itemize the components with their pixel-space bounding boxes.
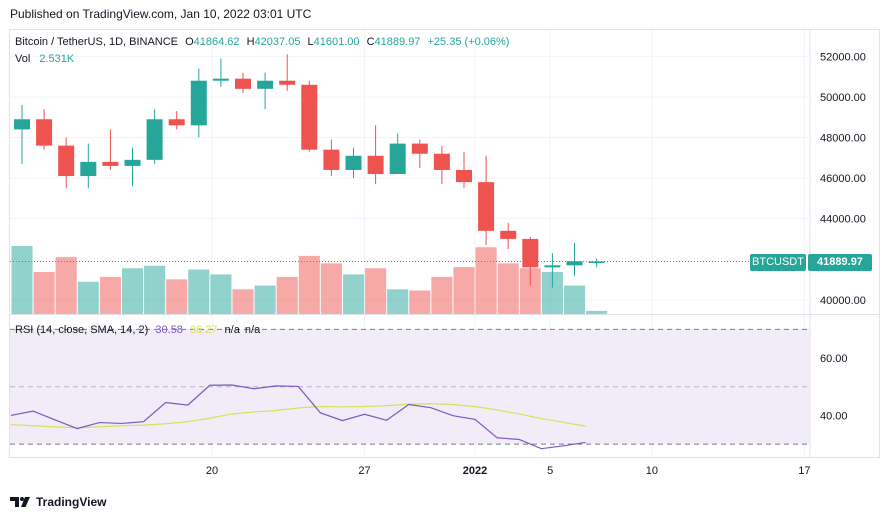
volume-label[interactable]: Vol	[15, 53, 31, 65]
candle-body[interactable]	[323, 149, 340, 170]
volume-bar[interactable]	[232, 289, 254, 314]
candle-body[interactable]	[478, 182, 495, 231]
candle-body[interactable]	[235, 78, 251, 89]
candle-body[interactable]	[588, 261, 605, 263]
candle-body[interactable]	[522, 238, 539, 268]
time-tick-label: 10	[646, 465, 658, 477]
published-header: Published on TradingView.com, Jan 10, 20…	[10, 7, 312, 21]
tradingview-logo[interactable]: TradingView	[10, 495, 106, 509]
volume-bar[interactable]	[210, 274, 232, 314]
volume-bar[interactable]	[77, 281, 99, 314]
last-price-badge: 41889.97	[808, 254, 872, 271]
volume-bar[interactable]	[453, 267, 475, 314]
rsi-tick-label: 40.00	[820, 410, 848, 422]
volume-bar[interactable]	[541, 271, 563, 314]
volume-bar[interactable]	[409, 290, 431, 314]
candle-body[interactable]	[80, 161, 97, 177]
price-tick-label: 46000.00	[820, 173, 866, 185]
symbol-title[interactable]: Bitcoin / TetherUS, 1D, BINANCE	[15, 36, 179, 48]
candle-body[interactable]	[411, 143, 428, 154]
candle-body[interactable]	[190, 80, 207, 126]
candle-body[interactable]	[456, 169, 472, 183]
rsi-label[interactable]: RSI (14, close, SMA, 14, 2)	[15, 324, 149, 336]
chart-frame	[9, 29, 880, 458]
rsi-tick-label: 60.00	[820, 353, 848, 365]
volume-bar[interactable]	[166, 279, 188, 314]
volume-bar[interactable]	[586, 310, 608, 314]
volume-bar[interactable]	[365, 268, 387, 314]
candle-body[interactable]	[168, 119, 185, 126]
volume-bar[interactable]	[475, 247, 497, 314]
volume-bar[interactable]	[298, 255, 320, 314]
volume-bar[interactable]	[497, 263, 519, 314]
volume-bar[interactable]	[563, 285, 586, 314]
volume-bar[interactable]	[99, 276, 121, 314]
price-change: +25.35 (+0.06%)	[427, 36, 510, 48]
candle-body[interactable]	[146, 119, 163, 160]
price-tick-label: 52000.00	[820, 51, 866, 63]
candle-body[interactable]	[102, 161, 119, 166]
candle-body[interactable]	[14, 119, 30, 130]
candle-body[interactable]	[36, 119, 53, 146]
volume-bar[interactable]	[188, 269, 210, 314]
rsi-na-2: n/a	[244, 324, 261, 336]
candle-body[interactable]	[367, 155, 384, 175]
ohlc-low-value: 41601.00	[313, 36, 360, 48]
rsi-value: 30.58	[155, 324, 183, 336]
candle-body[interactable]	[212, 78, 229, 81]
rsi-sma-line[interactable]	[10, 403, 586, 429]
time-tick-label: 20	[206, 465, 218, 477]
volume-bar[interactable]	[33, 271, 55, 314]
volume-bar[interactable]	[276, 276, 298, 314]
price-tick-label: 50000.00	[820, 92, 866, 104]
candle-body[interactable]	[345, 155, 362, 170]
volume-bar[interactable]	[55, 257, 77, 314]
time-tick-label: 2022	[463, 465, 487, 477]
candle-body[interactable]	[500, 230, 517, 239]
ohlc-high-label: H	[246, 36, 255, 48]
tradingview-logo-icon	[10, 497, 30, 507]
volume-bar[interactable]	[144, 265, 166, 314]
volume-bar[interactable]	[320, 263, 342, 314]
candle-body[interactable]	[257, 80, 274, 89]
volume-bar[interactable]	[11, 246, 33, 314]
time-tick-label: 17	[798, 465, 810, 477]
candle-body[interactable]	[301, 84, 318, 150]
candle-body[interactable]	[566, 261, 583, 266]
rsi-sma-value: 36.27	[189, 324, 218, 336]
price-tick-label: 40000.00	[820, 295, 866, 307]
time-tick-label: 27	[358, 465, 370, 477]
volume-bar[interactable]	[431, 276, 453, 314]
price-tick-label: 44000.00	[820, 214, 866, 226]
time-tick-label: 5	[547, 465, 553, 477]
volume-bar[interactable]	[519, 268, 541, 314]
rsi-legend: RSI (14, close, SMA, 14, 2) 30.58 36.27 …	[15, 324, 260, 336]
candle-body[interactable]	[58, 145, 75, 177]
ohlc-open-value: 41864.62	[193, 36, 240, 48]
rsi-line[interactable]	[10, 384, 586, 450]
price-legend: Bitcoin / TetherUS, 1D, BINANCE O41864.6…	[15, 36, 509, 48]
tradingview-brand-text: TradingView	[36, 495, 107, 509]
candle-body[interactable]	[544, 265, 561, 268]
ticker-badge: BTCUSDT	[750, 254, 806, 271]
ohlc-close-label: C	[366, 36, 375, 48]
volume-bar[interactable]	[254, 285, 276, 314]
candle-body[interactable]	[433, 153, 450, 170]
volume-bar[interactable]	[387, 289, 409, 314]
candle-body[interactable]	[389, 143, 406, 175]
ohlc-low-label: L	[307, 36, 314, 48]
ohlc-high-value: 42037.05	[254, 36, 301, 48]
price-tick-label: 48000.00	[820, 133, 866, 145]
volume-legend: Vol 2.531K	[15, 53, 74, 65]
candle-body[interactable]	[279, 80, 296, 85]
candle-body[interactable]	[124, 159, 141, 166]
volume-bar[interactable]	[342, 274, 365, 314]
ohlc-open-label: O	[185, 36, 194, 48]
volume-value: 2.531K	[39, 53, 75, 65]
ohlc-close-value: 41889.97	[374, 36, 421, 48]
volume-bar[interactable]	[121, 268, 144, 314]
rsi-na-1: n/a	[224, 324, 240, 336]
